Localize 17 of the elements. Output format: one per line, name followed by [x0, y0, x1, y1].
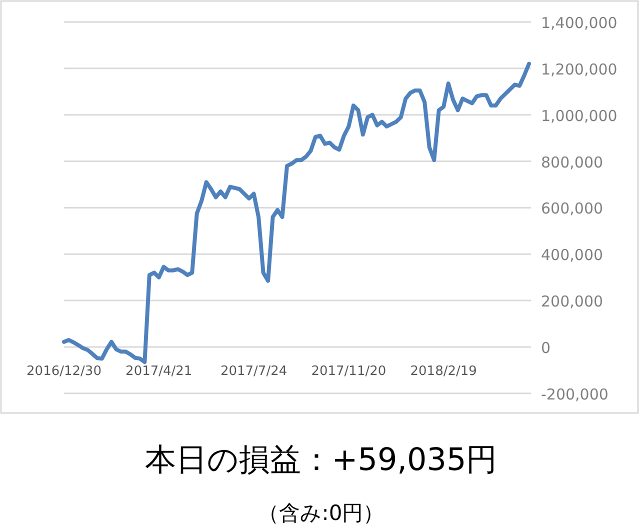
x-tick-label: 2017/4/21: [126, 364, 192, 379]
y-tick-label: 400,000: [541, 246, 604, 264]
y-tick-label: 800,000: [541, 153, 604, 172]
y-tick-label: -200,000: [541, 385, 608, 404]
x-tick-label: 2018/2/19: [410, 364, 477, 379]
y-tick-label: 200,000: [541, 292, 604, 311]
y-tick-label: 1,000,000: [541, 106, 618, 125]
y-tick-label: 0: [541, 338, 551, 357]
x-tick-label: 2017/11/20: [311, 364, 386, 379]
y-tick-label: 1,200,000: [541, 60, 618, 78]
x-tick-label: 2016/12/30: [26, 364, 102, 379]
y-tick-label: 1,400,000: [541, 14, 618, 32]
line-series: [62, 62, 531, 364]
y-tick-label: 600,000: [541, 200, 604, 218]
x-tick-label: 2017/7/24: [220, 364, 288, 379]
text: 本日の損益：+59,035円: [144, 442, 498, 478]
text: （含み:0円）: [258, 501, 384, 525]
